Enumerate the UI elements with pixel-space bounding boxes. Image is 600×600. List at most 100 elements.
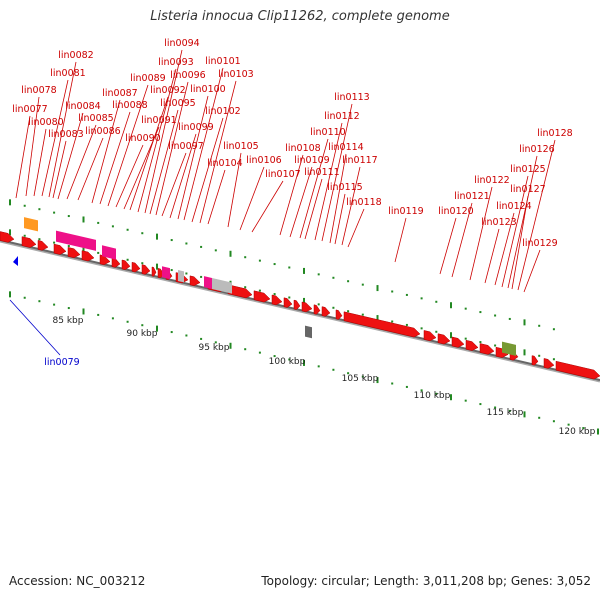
tick-minor	[111, 317, 114, 320]
gene-label-lin0080: lin0080	[28, 117, 63, 128]
tick-major	[303, 359, 305, 366]
tick-major	[82, 216, 85, 223]
tick-major	[523, 349, 526, 356]
map-title: Listeria innocua Clip11262, complete gen…	[150, 9, 450, 24]
leader-line	[199, 80, 237, 224]
gene-label-lin0112: lin0112	[324, 111, 359, 122]
tick-minor	[405, 323, 408, 326]
tick-minor	[420, 389, 423, 392]
tick-minor	[214, 341, 217, 344]
tick-minor	[97, 251, 100, 254]
cds-arrow	[335, 309, 343, 320]
gene-label-lin0096: lin0096	[170, 70, 205, 81]
tick-minor	[391, 290, 394, 293]
leader-line	[207, 169, 226, 225]
leader-line	[115, 144, 144, 208]
cds-arrow	[555, 360, 600, 380]
tick-minor	[538, 354, 541, 357]
tick-minor	[244, 256, 247, 259]
leader-line	[494, 212, 515, 286]
gene-label-lin0113: lin0113	[334, 92, 369, 103]
gene-label-lin0108: lin0108	[285, 143, 320, 154]
cds-arrow	[37, 240, 49, 251]
gene-label-lin0119: lin0119	[388, 206, 423, 217]
tick-minor	[464, 399, 467, 402]
cds-arrow	[343, 311, 421, 338]
cds-arrow	[271, 294, 283, 306]
tick-minor	[170, 331, 173, 334]
gene-label-lin0117: lin0117	[342, 155, 377, 166]
cds-arrow	[283, 297, 293, 308]
leader-line	[33, 128, 47, 197]
leader-line	[169, 133, 197, 219]
tick-minor	[317, 273, 320, 276]
cds-arrow	[531, 355, 539, 366]
leader-line	[279, 154, 304, 236]
gene-label-lin0084: lin0084	[65, 101, 100, 112]
cds-arrow	[141, 264, 151, 275]
tick-minor	[361, 375, 364, 378]
gene-label-lin0083: lin0083	[48, 129, 83, 140]
tick-major	[82, 308, 85, 315]
tick-minor	[126, 320, 129, 323]
cds-arrow	[189, 275, 201, 287]
gene-label-lin0077: lin0077	[12, 104, 47, 115]
tick-minor	[361, 283, 364, 286]
gene-label-lin0100: lin0100	[190, 84, 225, 95]
gene-label-lin0103: lin0103	[218, 69, 253, 80]
gene-label-lin0089: lin0089	[130, 73, 165, 84]
tick-minor	[464, 337, 467, 340]
tick-minor	[258, 351, 261, 354]
cds-arrow	[293, 299, 301, 310]
tick-minor	[273, 355, 276, 358]
tick-minor	[464, 307, 467, 310]
gene-label-lin0122: lin0122	[474, 175, 509, 186]
tick-minor	[53, 241, 56, 244]
tick-minor	[258, 289, 261, 292]
gene-label-lin0092: lin0092	[150, 85, 185, 96]
tick-major	[450, 332, 452, 339]
tick-minor	[23, 296, 26, 299]
scale-label: 120 kbp	[559, 427, 596, 437]
leader-line	[439, 217, 457, 275]
leader-line	[149, 109, 179, 215]
tick-minor	[420, 327, 423, 330]
leader-line	[484, 228, 500, 284]
gene-label-lin0081: lin0081	[50, 68, 85, 79]
feature-block	[56, 230, 96, 251]
tick-minor	[479, 403, 482, 406]
gene-label-lin0129: lin0129	[522, 238, 557, 249]
reverse-cds-arrow	[13, 256, 18, 266]
gene-label-lin0094: lin0094	[164, 38, 199, 49]
genome-summary: Topology: circular; Length: 3,011,208 bp…	[261, 574, 591, 588]
tick-minor	[111, 225, 114, 228]
leader-line	[25, 96, 40, 197]
tick-minor	[67, 245, 70, 248]
gene-label-lin0121: lin0121	[454, 191, 489, 202]
gene-label-lin0101: lin0101	[205, 56, 240, 67]
tick-minor	[508, 317, 511, 320]
cds-arrow	[253, 290, 271, 303]
leader-line	[304, 178, 323, 240]
tick-minor	[552, 420, 555, 423]
tick-major	[376, 315, 379, 322]
tick-minor	[552, 328, 555, 331]
gene-label-lin0104: lin0104	[207, 158, 242, 169]
tick-minor	[361, 313, 364, 316]
gene-label-lin0125: lin0125	[510, 164, 545, 175]
leader-line	[239, 166, 265, 231]
scale-label: 85 kbp	[53, 316, 84, 326]
scale-labels: 85 kbp 90 kbp 95 kbp 100 kbp 105 kbp 110 kbp 1…	[53, 316, 596, 437]
tick-major	[156, 233, 158, 240]
tick-minor	[435, 300, 438, 303]
tick-major	[450, 394, 452, 401]
scale-label: 100 kbp	[269, 357, 306, 367]
tick-minor	[347, 310, 350, 313]
cds-arrow	[21, 236, 37, 248]
leader-line	[66, 124, 97, 200]
tick-minor	[582, 427, 585, 430]
tick-major	[303, 267, 305, 274]
cds-arrow	[451, 336, 465, 348]
leader-line	[347, 208, 365, 248]
tick-minor	[405, 385, 408, 388]
